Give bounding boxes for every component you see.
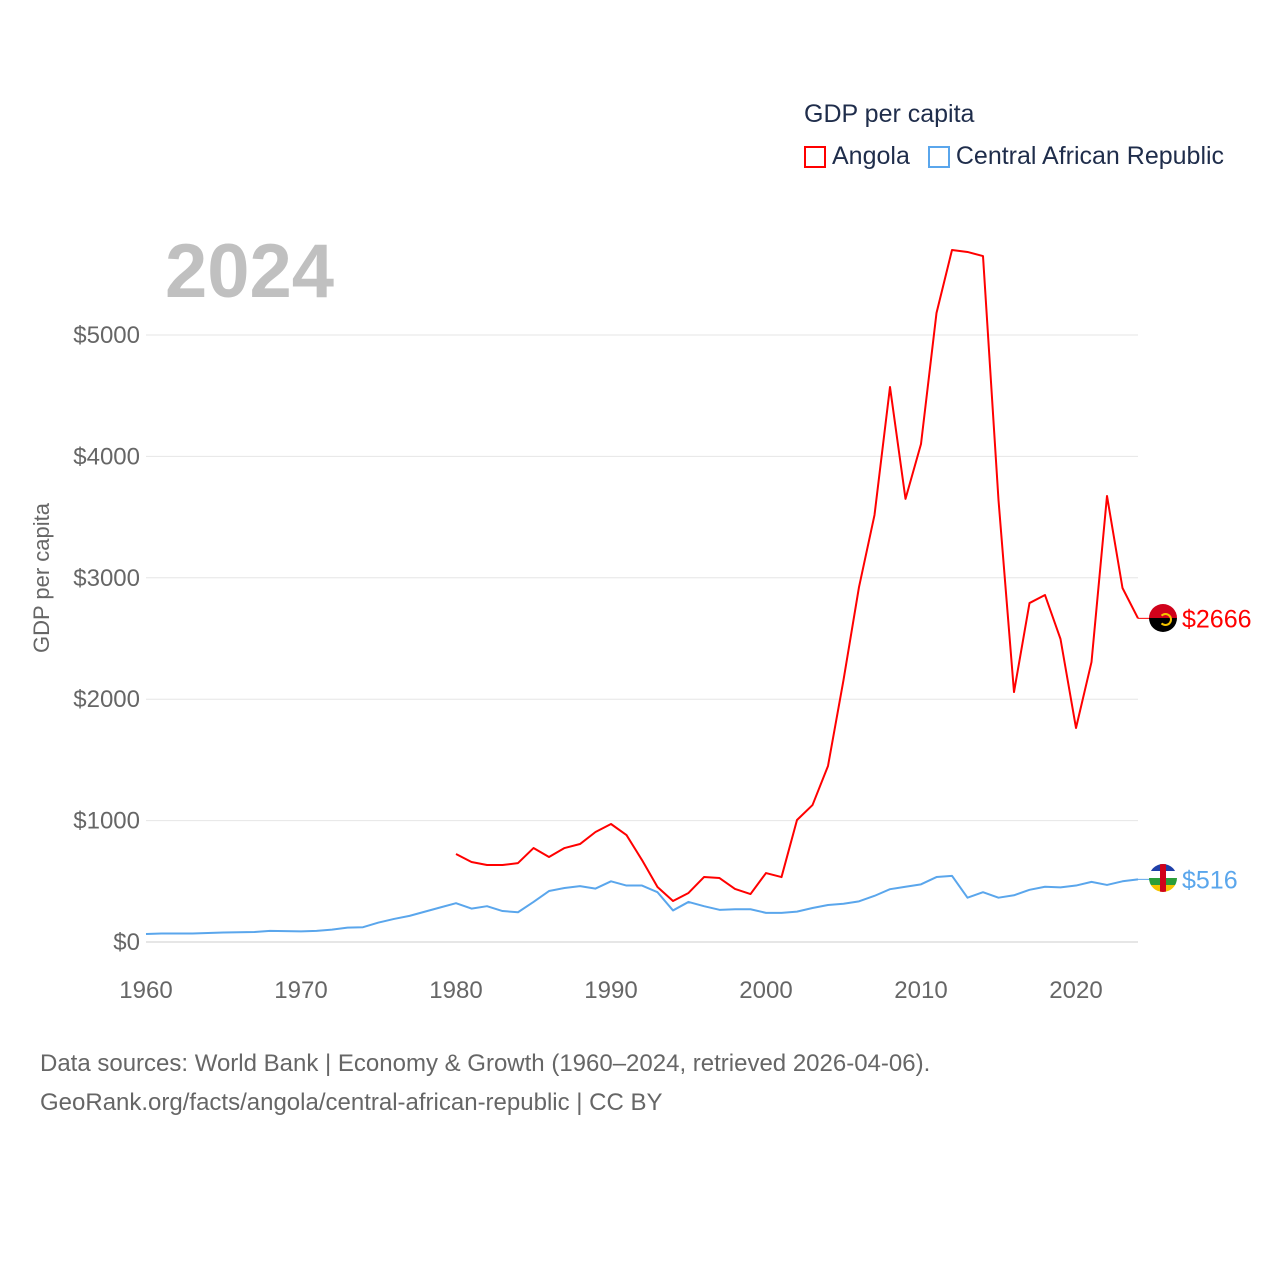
x-tick-label: 1990 [584, 977, 637, 1004]
footer-sources: Data sources: World Bank | Economy & Gro… [40, 1050, 931, 1077]
y-tick-label: $3000 [73, 565, 140, 592]
x-tick-label: 2000 [739, 977, 792, 1004]
end-value-label: $2666 [1182, 605, 1252, 633]
legend-title: GDP per capita [804, 100, 975, 128]
legend-label: Central African Republic [955, 142, 1225, 170]
legend-swatch-angola [804, 145, 826, 168]
x-tick-label: 2010 [894, 977, 947, 1004]
series-line-car [145, 874, 1139, 935]
series-line-angola [455, 249, 1139, 902]
end-value-label: $516 [1182, 866, 1238, 894]
y-tick-label: $5000 [73, 322, 140, 349]
x-tick-label: 2020 [1049, 977, 1102, 1004]
angola-flag-icon [1149, 604, 1177, 632]
year-label: 2024 [165, 229, 335, 314]
x-tick-label: 1970 [274, 977, 327, 1004]
y-tick-label: $0 [113, 929, 140, 956]
legend-swatch-car [927, 145, 950, 168]
y-tick-label: $2000 [73, 686, 140, 713]
legend-item-angola[interactable]: Angola [804, 142, 910, 171]
x-tick-label: 1960 [119, 977, 172, 1004]
x-tick-label: 1980 [429, 977, 482, 1004]
y-axis-label: GDP per capita [29, 502, 54, 654]
legend-item-car[interactable]: Central African Republic [927, 142, 1225, 171]
y-tick-label: $4000 [73, 443, 140, 470]
footer-link[interactable]: GeoRank.org/facts/angola/central-african… [40, 1089, 663, 1116]
legend: Angola Central African Republic [804, 142, 1224, 171]
car-flag-icon [1149, 864, 1177, 892]
legend-label: Angola [832, 142, 910, 170]
y-tick-label: $1000 [73, 808, 140, 835]
footer: Data sources: World Bank | Economy & Gro… [40, 1044, 930, 1122]
